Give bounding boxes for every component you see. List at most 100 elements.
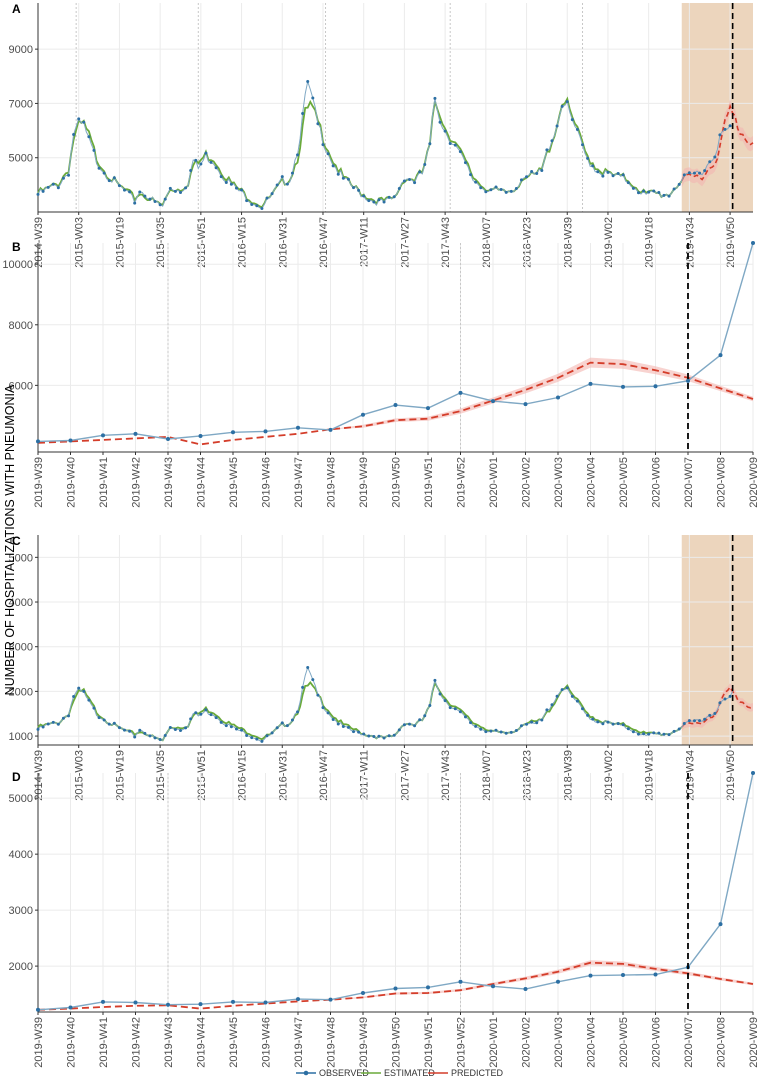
observed-point [107, 722, 111, 726]
observed-point [751, 241, 755, 245]
observed-point [51, 720, 55, 724]
observed-point [377, 198, 381, 202]
observed-point [423, 163, 427, 167]
x-tick-label: 2015-W51 [196, 217, 208, 268]
x-tick-label: 2020-W01 [488, 457, 500, 508]
observed-point [87, 698, 91, 702]
observed-point [112, 721, 116, 725]
observed-point [260, 739, 264, 743]
observed-point [463, 715, 467, 719]
observed-point [647, 732, 651, 736]
observed-point [67, 714, 71, 718]
observed-point [68, 438, 73, 443]
observed-point [708, 160, 712, 164]
observed-point [321, 143, 325, 147]
observed-point [591, 717, 595, 721]
x-tick-label: 2020-W08 [716, 1017, 728, 1068]
observed-point [581, 143, 585, 147]
observed-point [433, 96, 437, 100]
observed-point [642, 732, 646, 736]
observed-point [36, 439, 40, 444]
x-tick-label: 2020-W02 [521, 1017, 533, 1068]
x-tick-label: 2019-W46 [261, 1017, 273, 1068]
observed-point [382, 736, 386, 740]
observed-point [173, 727, 177, 731]
observed-point [234, 727, 238, 731]
observed-point [72, 694, 76, 698]
x-tick-label: 2018-W23 [522, 217, 534, 268]
observed-point [36, 1007, 40, 1012]
observed-point [77, 686, 81, 690]
observed-point [77, 117, 81, 121]
observed-point [382, 200, 386, 204]
observed-point [245, 199, 249, 203]
x-tick-label: 2019-W40 [66, 457, 78, 508]
observed-point [102, 718, 106, 722]
observed-point [509, 730, 513, 734]
observed-point [166, 1002, 170, 1007]
observed-point [523, 402, 528, 407]
observed-point [692, 171, 696, 175]
observed-point [491, 984, 495, 989]
observed-point [448, 706, 452, 710]
x-tick-label: 2018-W39 [562, 750, 574, 801]
observed-point [474, 724, 478, 728]
observed-point [178, 190, 182, 194]
observed-point [184, 186, 188, 190]
observed-point [377, 734, 381, 738]
observed-point [275, 726, 279, 730]
legend-item-observed: OBSERVED [296, 1068, 369, 1078]
observed-point [560, 104, 564, 108]
observed-point [92, 148, 96, 152]
legend-label-observed: OBSERVED [319, 1068, 369, 1078]
observed-point [392, 195, 396, 199]
observed-point [102, 171, 106, 175]
x-tick-label: 2020-W06 [651, 1017, 663, 1068]
x-tick-label: 2019-W45 [228, 1017, 240, 1068]
observed-point [713, 155, 717, 159]
y-tick-label: 6000 [9, 380, 33, 392]
observed-point [36, 727, 40, 731]
observed-point [413, 724, 417, 728]
observed-point [616, 172, 620, 176]
panel-b: 6000 8000 10000 2019-W39 2019-W40 2019-W41 201… [2, 240, 760, 508]
observed-point [148, 197, 152, 201]
observed-point [423, 714, 427, 718]
observed-point [418, 718, 422, 722]
observed-point [519, 178, 523, 182]
observed-point [703, 717, 707, 721]
y-tick-label: 5000 [9, 153, 33, 165]
x-tick-label: 2020-W04 [586, 457, 598, 508]
observed-point [117, 726, 121, 730]
observed-point [224, 180, 228, 184]
observed-point [596, 720, 600, 724]
observed-point [662, 193, 666, 197]
observed-point [672, 187, 676, 191]
observed-point [677, 727, 681, 731]
x-tick-label: 2019-W18 [644, 750, 656, 801]
x-tick-label: 2015-W03 [74, 217, 86, 268]
observed-point [301, 685, 305, 689]
x-tick-label: 2020-W03 [553, 457, 565, 508]
observed-point [229, 182, 233, 186]
observed-point [285, 724, 289, 728]
observed-point [428, 703, 432, 707]
observed-point [189, 717, 193, 721]
observed-point [68, 1005, 73, 1010]
observed-point [728, 124, 732, 128]
panel-label: C [12, 534, 21, 548]
observed-point [687, 171, 691, 175]
observed-point [494, 728, 498, 732]
observed-point [393, 403, 398, 408]
x-tick-label: 2019-W47 [293, 1017, 305, 1068]
x-tick-label: 2017-W11 [359, 217, 371, 267]
x-tick-label: 2015-W19 [114, 217, 126, 268]
observed-point [713, 711, 717, 715]
observed-point [642, 189, 646, 193]
observed-point [556, 395, 560, 400]
observed-point [250, 736, 254, 740]
observed-point [143, 194, 147, 198]
observed-point [270, 192, 274, 196]
observed-point [387, 734, 391, 738]
x-tick-label: 2019-W34 [684, 750, 696, 801]
